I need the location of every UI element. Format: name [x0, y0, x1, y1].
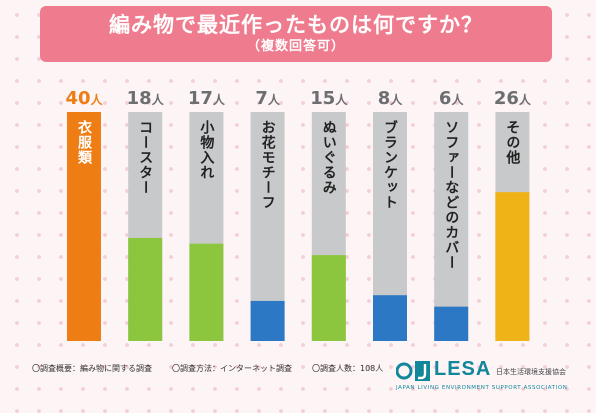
- bar-1: [128, 237, 163, 341]
- category-label-3: お花モチーフ: [260, 120, 276, 210]
- category-label-6: ソファーなどのカバー: [443, 120, 459, 270]
- category-label-2: 小物入れ: [198, 120, 214, 180]
- bar-5: [373, 295, 407, 341]
- lesa-logo-mark-icon: [396, 361, 430, 381]
- bar-2: [189, 243, 224, 341]
- bar-4: [311, 255, 346, 341]
- value-label-0: 40人: [65, 88, 103, 109]
- value-label-5: 8人: [378, 88, 404, 109]
- value-label-7: 26人: [494, 88, 532, 109]
- category-label-5: ブランケット: [382, 119, 398, 210]
- value-label-3: 7人: [255, 88, 281, 109]
- bar-6: [434, 306, 469, 341]
- category-label-7: その他: [504, 120, 521, 165]
- logo-name-en: JAPAN LIVING ENVIRONMENT SUPPORT ASSOCIA…: [396, 385, 568, 391]
- category-label-4: ぬいぐるみ: [321, 120, 337, 195]
- footer-note-survey-method: 〇調査方法：インターネット調査: [172, 364, 292, 373]
- value-label-4: 15人: [310, 88, 348, 109]
- value-label-1: 18人: [127, 88, 165, 109]
- value-label-6: 6人: [439, 88, 465, 109]
- bar-3: [250, 300, 285, 341]
- logo-name-jp: 日本生活環境支援協会: [496, 368, 566, 376]
- footer-note-survey-count: 〇調査人数：108人: [312, 364, 384, 373]
- footer-note-survey-summary: 〇調査概要：編み物に関する調査: [32, 364, 152, 373]
- logo-name: LESA: [434, 358, 492, 380]
- bar-0: [67, 112, 101, 341]
- bar-track-6: [434, 112, 469, 341]
- title-banner: 編み物で最近作ったものは何ですか？ （複数回答可）: [40, 6, 552, 62]
- lesa-logo: LESA 日本生活環境支援協会 JAPAN LIVING ENVIRONMENT…: [396, 357, 591, 397]
- value-label-2: 17人: [188, 88, 226, 109]
- chart-title: 編み物で最近作ったものは何ですか？: [109, 13, 483, 37]
- category-label-1: コースター: [137, 120, 153, 195]
- category-label-0: 衣服類: [76, 119, 93, 165]
- bar-7: [495, 192, 530, 341]
- chart-subtitle: （複数回答可）: [246, 39, 345, 54]
